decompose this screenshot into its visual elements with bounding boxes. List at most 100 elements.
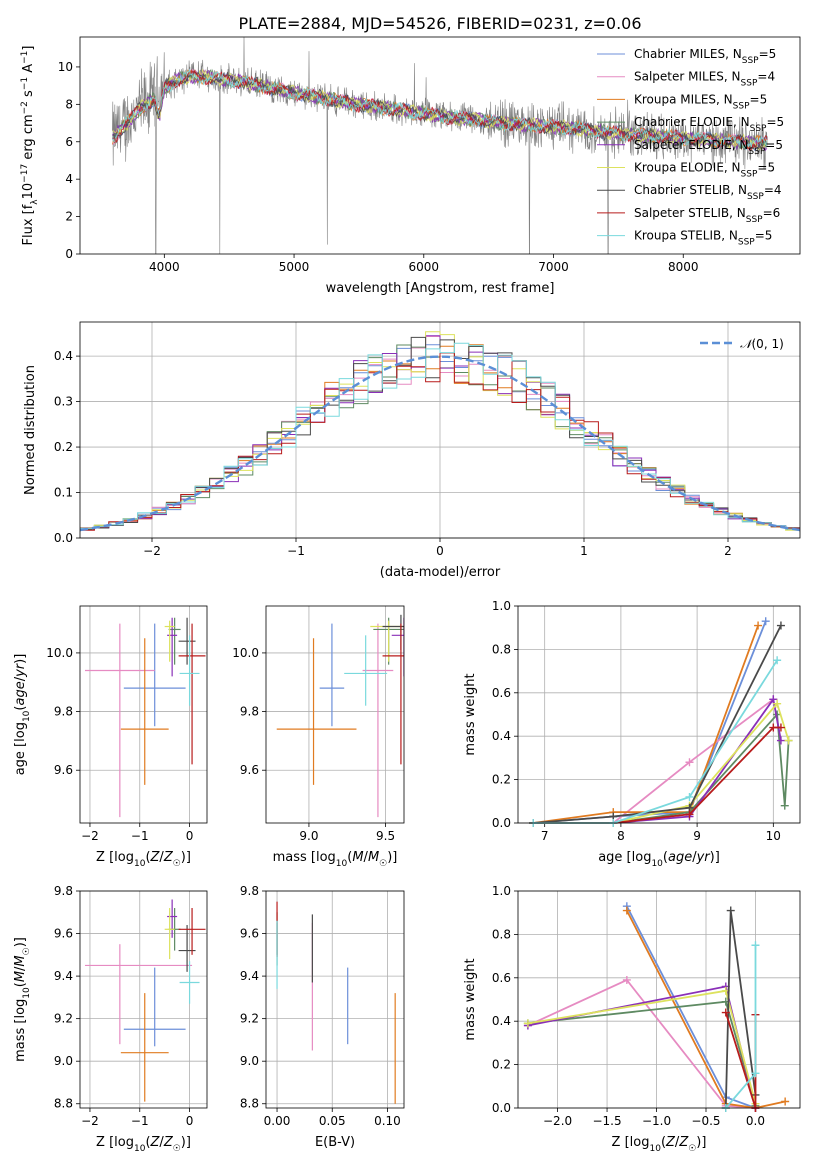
label-part: SSP (742, 56, 759, 66)
weight-series-line (626, 905, 756, 1109)
model-spectrum-line (112, 69, 768, 151)
age-vs-Z-points (84, 617, 206, 818)
plus-marker (751, 941, 760, 950)
label-part: 10 (134, 859, 146, 869)
label-part: / (159, 850, 164, 865)
label-part: −17 (20, 164, 30, 183)
label-part: age [log (13, 722, 28, 775)
label-part: Salpeter STELIB, N (634, 206, 746, 220)
y-tick-label: 9.2 (54, 1012, 73, 1026)
label-part: M (13, 955, 28, 966)
x-axis-label: Z [log10(Z/Z☉)] (96, 1135, 191, 1154)
residual-histograms (80, 331, 800, 533)
y-tick-label: 0 (65, 247, 73, 261)
y-tick-label: 6 (65, 135, 73, 149)
mass-vs-Z-axes: −2 −1 0 8.8 9.0 9.2 9.4 9.6 9.8 (54, 884, 207, 1128)
label-part: −1 (20, 51, 30, 64)
x-tick-label: 0.0 (746, 1114, 765, 1128)
plus-marker (769, 723, 778, 732)
x-tick-label: 2 (724, 544, 732, 558)
y-tick-label: 0.2 (54, 440, 73, 454)
x-tick-label: 0 (186, 1114, 194, 1128)
x-tick-label: 9.5 (376, 829, 395, 843)
x-tick-label: 4000 (149, 260, 180, 274)
label-part: wavelength [Angstrom, rest frame] (326, 281, 555, 296)
mass-vs-EBV-points (276, 901, 396, 1104)
x-tick-label: 5000 (279, 260, 310, 274)
y-tick-label: 9.4 (54, 969, 73, 983)
label-part: )] (181, 1135, 191, 1150)
label-part: Kroupa ELODIE, N (634, 161, 741, 175)
legend-label: Salpeter ELODIE, NSSP=5 (634, 138, 783, 157)
label-part: Chabrier ELODIE, N (634, 115, 750, 129)
label-part: −2 (20, 101, 30, 114)
label-part: M (352, 850, 363, 865)
y-axis-label: Normed distribution (23, 365, 38, 495)
label-part: mass [log (273, 850, 336, 865)
label-part: Flux [f (21, 204, 36, 245)
x-tick-label: 7 (541, 829, 549, 843)
label-part: Chabrier MILES, N (634, 47, 742, 61)
label-part: =5 (766, 115, 784, 129)
label-part: =5 (755, 229, 773, 243)
label-part: ( (13, 706, 28, 711)
x-tick-label: 7000 (538, 260, 569, 274)
label-part: 10 (649, 1144, 661, 1154)
label-part: / (13, 676, 28, 681)
y-tick-label: 9.8 (240, 884, 259, 898)
weight-vs-Z-lines (523, 902, 790, 1112)
label-part: Z [log (96, 850, 134, 865)
label-part: ( (145, 1135, 150, 1150)
legend-label: Chabrier STELIB, NSSP=4 (634, 183, 782, 202)
label-part: =5 (750, 92, 768, 106)
label-part: mass weight (463, 673, 478, 755)
legend-label: Chabrier ELODIE, NSSP=5 (634, 115, 784, 134)
label-part: (0, 1) (752, 337, 784, 351)
label-part: M (13, 971, 28, 982)
x-tick-label: −1 (131, 829, 149, 843)
plus-marker (780, 801, 789, 810)
x-tick-label: −1.0 (642, 1114, 671, 1128)
label-part: =5 (757, 161, 775, 175)
label-part: Z (665, 1135, 676, 1150)
label-part: 10 (22, 987, 32, 999)
label-part: Z (163, 850, 174, 865)
label-part: 10 (651, 859, 663, 869)
label-part: Z [log (96, 1135, 134, 1150)
plus-marker (721, 1008, 730, 1017)
x-axis-label: E(B-V) (315, 1135, 355, 1150)
label-part: SSP (738, 238, 755, 248)
label-part: ( (347, 850, 352, 865)
normal-curve (80, 355, 800, 532)
label-part: A (21, 64, 36, 77)
label-part: ☉ (688, 1144, 696, 1154)
residuals-frame (79, 321, 801, 539)
plus-marker (784, 736, 793, 745)
legend-label: Chabrier MILES, NSSP=5 (634, 47, 776, 66)
label-part: ☉ (22, 947, 32, 955)
weight-series-line (527, 978, 756, 1109)
y-tick-label: 0.3 (54, 395, 73, 409)
x-axis-label: Z [log10(Z/Z☉)] (96, 850, 191, 869)
weight-vs-age-lines (529, 617, 793, 827)
y-tick-label: 0.0 (492, 816, 511, 830)
y-tick-label: 9.6 (54, 763, 73, 777)
legend-label: Kroupa STELIB, NSSP=5 (634, 229, 772, 248)
y-tick-label: 9.6 (240, 763, 259, 777)
y-tick-label: 8.8 (54, 1097, 73, 1111)
histogram-series (80, 342, 800, 532)
y-tick-label: 8 (65, 97, 73, 111)
label-part: Normed distribution (23, 365, 38, 495)
x-tick-label: 8000 (668, 260, 699, 274)
label-part: M (368, 850, 379, 865)
label-part: / (692, 850, 697, 865)
label-part: 10 (134, 1144, 146, 1154)
weight-vs-Z-axes: −2.0 −1.5 −1.0 −0.5 0.0 0.0 0.2 0.4 0.6 0.8 1.0 (492, 884, 800, 1128)
y-tick-label: 4 (65, 172, 73, 186)
label-part: / (675, 1135, 680, 1150)
label-part: E(B-V) (315, 1135, 355, 1150)
label-part: =6 (763, 206, 781, 220)
